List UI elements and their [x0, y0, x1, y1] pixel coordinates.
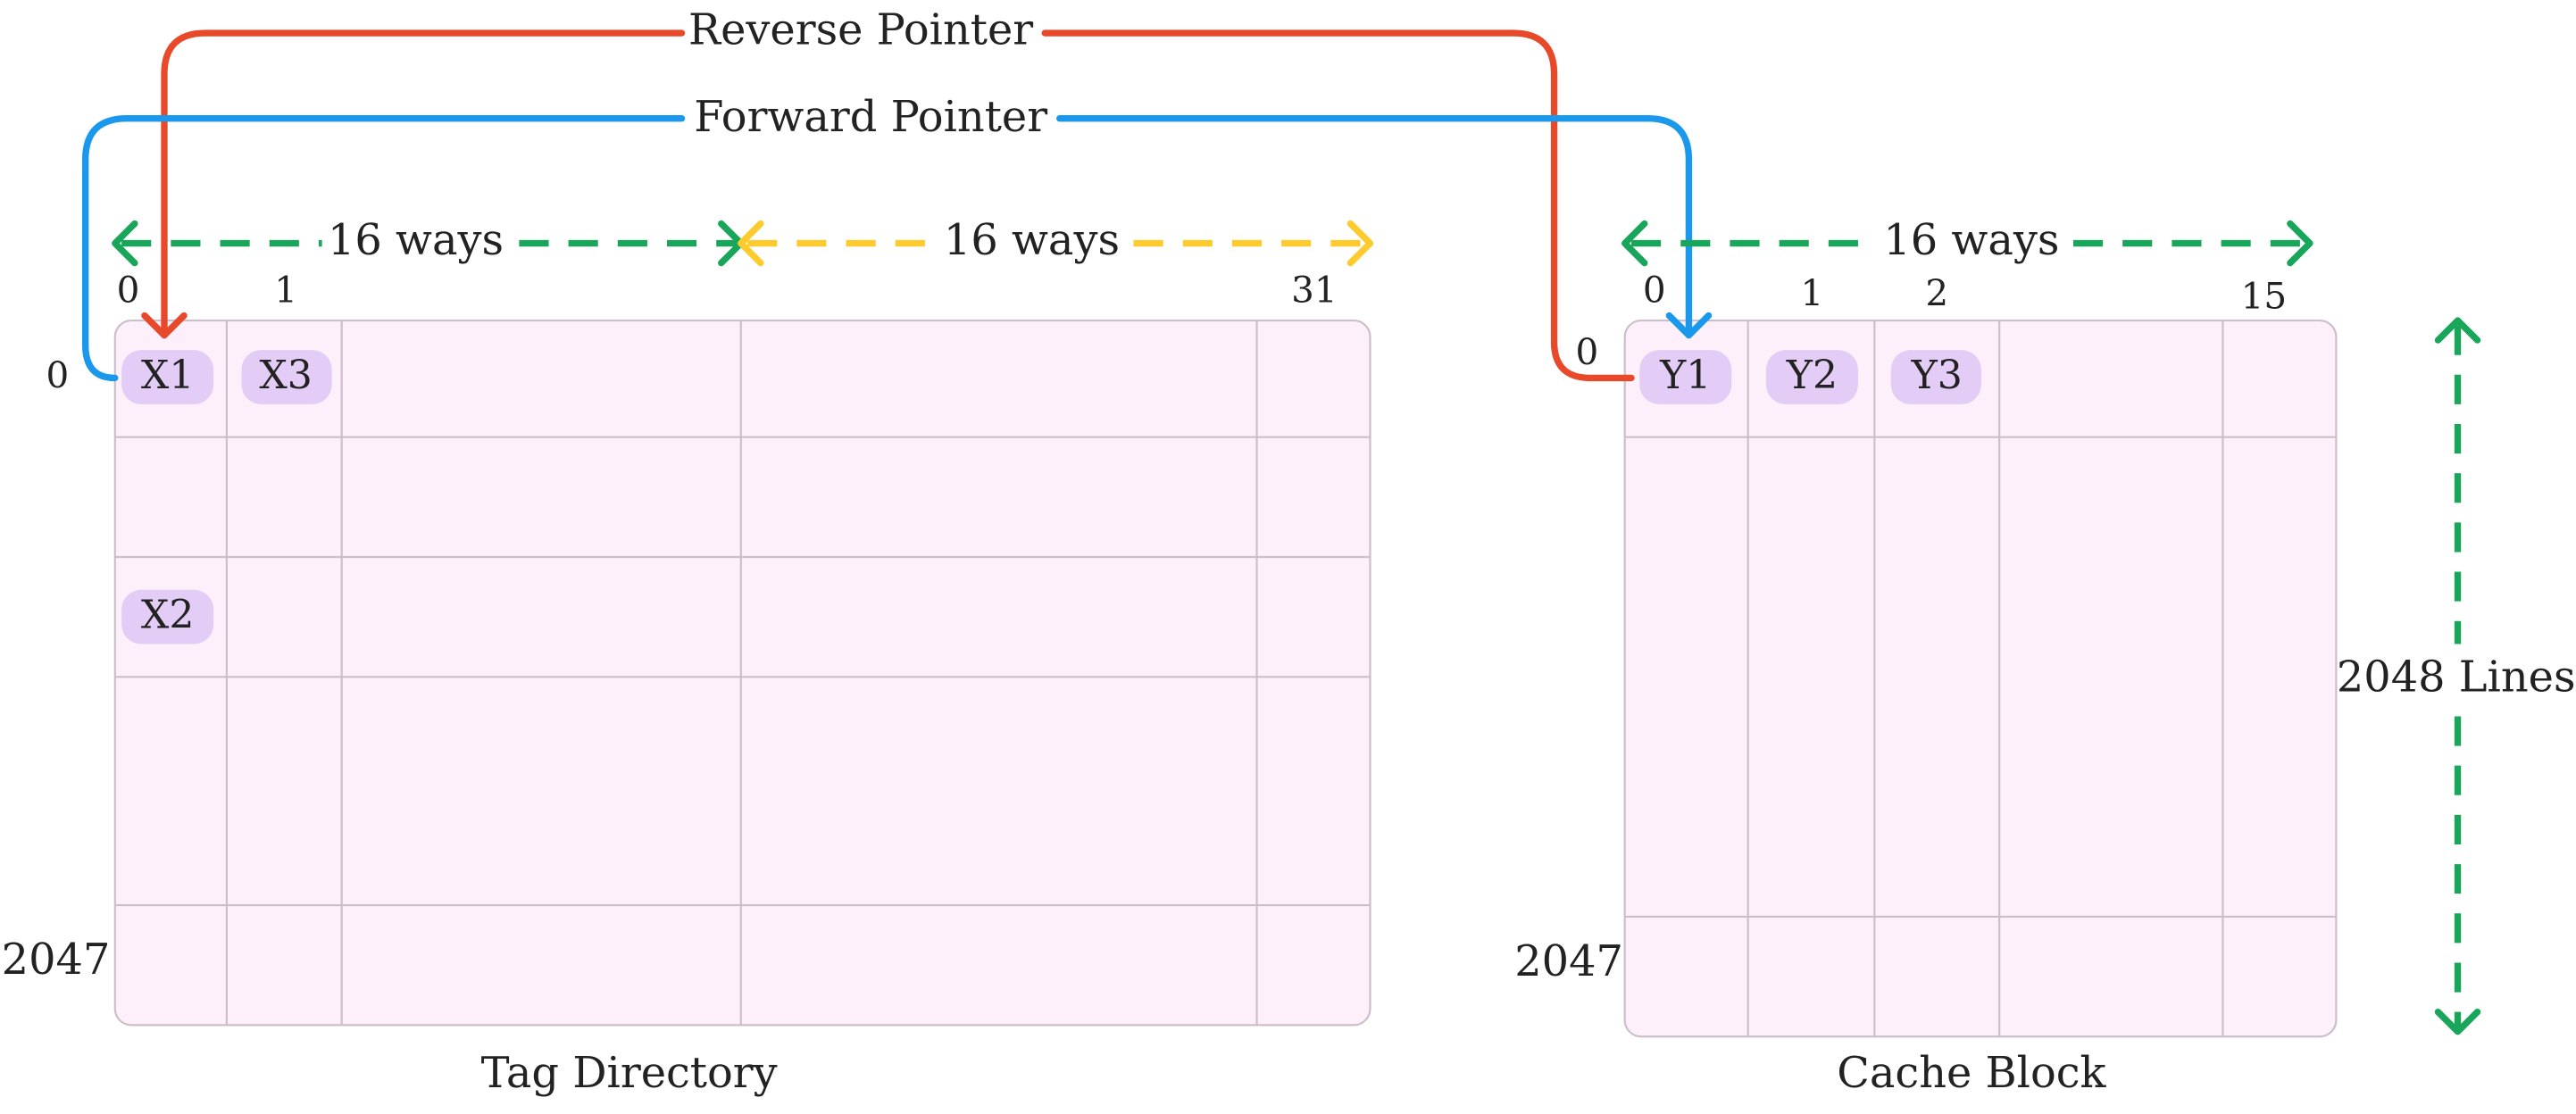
lines-arrow — [2434, 317, 2481, 1035]
col-label: 15 — [2241, 275, 2288, 318]
col-label: 2 — [1925, 271, 1948, 314]
cache-block-title: Cache Block — [1837, 1049, 2106, 1098]
lines-label: 2048 Lines — [2337, 653, 2576, 702]
col-label: 0 — [117, 268, 140, 311]
col-label: 31 — [1291, 268, 1338, 311]
forward-pointer-arrow — [81, 115, 1713, 382]
reverse-pointer-label: Reverse Pointer — [688, 6, 1033, 55]
reverse-pointer-arrow — [141, 29, 1635, 382]
ways-label: 16 ways — [328, 216, 504, 265]
entry: Y2 — [1786, 353, 1838, 398]
col-label: 0 — [1643, 268, 1666, 311]
cache-entries: Y1 Y2 Y3 — [1639, 350, 1981, 404]
col-label: 1 — [274, 268, 297, 311]
entry: X3 — [259, 353, 313, 398]
row-label: 0 — [1575, 330, 1598, 373]
row-label: 0 — [46, 353, 70, 396]
forward-pointer-label: Forward Pointer — [694, 93, 1047, 142]
entry: Y3 — [1911, 353, 1963, 398]
col-label: 1 — [1801, 271, 1824, 314]
cache-block-grid — [1623, 319, 2338, 1038]
ways-label: 16 ways — [1883, 216, 2059, 265]
entry: X1 — [141, 353, 195, 398]
tag-directory-grid — [113, 319, 1371, 1027]
row-label: 2047 — [1514, 937, 1623, 986]
tag-entries: X1 X3 X2 — [121, 350, 332, 644]
tag-directory-title: Tag Directory — [481, 1049, 778, 1098]
tag-grid-lines — [114, 320, 1371, 1026]
entry: Y1 — [1659, 353, 1711, 398]
ways-arrow-cache — [1621, 220, 2313, 267]
ways-arrow-right — [738, 220, 1374, 267]
ways-label: 16 ways — [944, 216, 1120, 265]
row-label: 2047 — [2, 935, 111, 985]
entry: X2 — [141, 593, 195, 638]
cache-grid-lines — [1624, 320, 2337, 1037]
